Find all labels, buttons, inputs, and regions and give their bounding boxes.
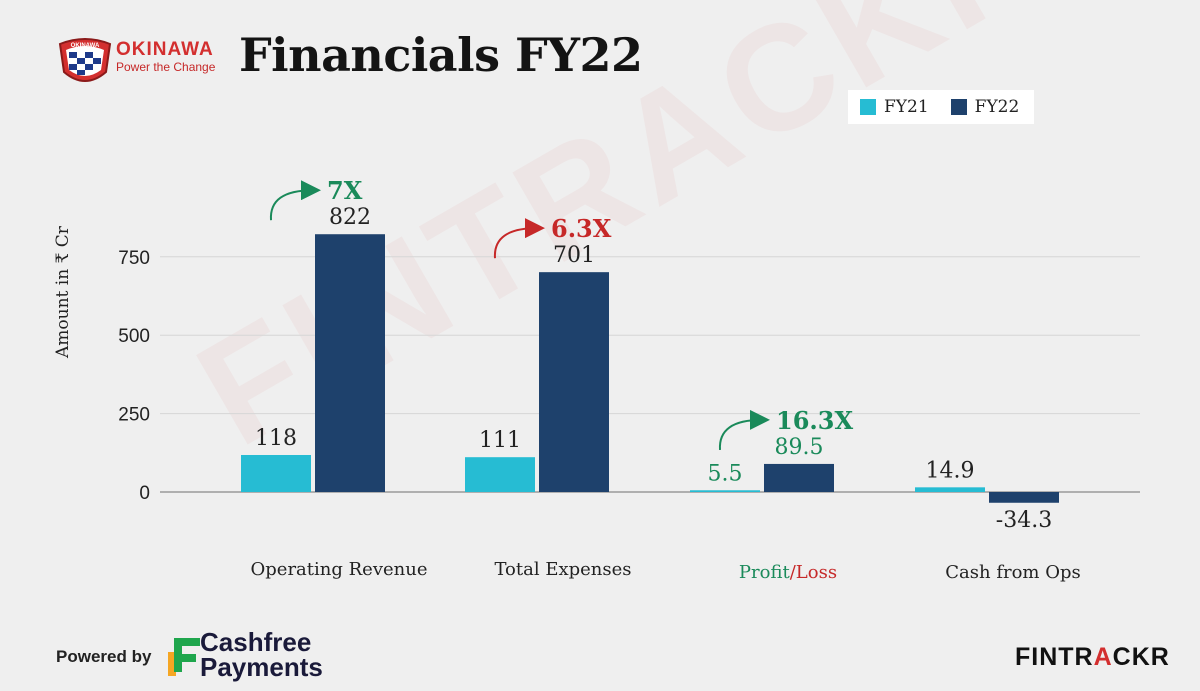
legend-swatch-fy21 (860, 99, 876, 115)
okinawa-logo: OKINAWA OKINAWA Power the Change (56, 36, 231, 86)
data-label: 822 (329, 205, 371, 230)
fintrackr-logo: FINTRACKR (1015, 643, 1170, 672)
cashfree-logo-icon (168, 638, 200, 676)
y-axis-label: Amount in ₹ Cr (53, 225, 73, 359)
y-tick-label: 250 (118, 405, 150, 426)
bar-fy21-3 (915, 487, 985, 492)
emblem-text: OKINAWA (71, 43, 100, 49)
fintrackr-part2: CKR (1112, 643, 1170, 671)
legend-item-fy21: FY21 (860, 97, 929, 117)
growth-arrow-icon (493, 218, 545, 259)
y-tick-label: 0 (139, 483, 150, 504)
data-label: 111 (479, 428, 521, 453)
growth-annotation: 7X (327, 176, 363, 205)
fintrackr-accent: A (1093, 643, 1113, 671)
cashfree-wordmark: Cashfree Payments (200, 627, 323, 682)
bar-chart: 0 250 500 750 118 111 5.5 14.9 822 701 89.5 -34.3 O… (53, 176, 1140, 583)
bar-fy22-1 (539, 272, 609, 492)
data-label: 118 (255, 426, 297, 451)
growth-annotation: 6.3X (551, 214, 612, 243)
okinawa-emblem-icon: OKINAWA (58, 38, 112, 82)
legend-label-fy21: FY21 (884, 97, 929, 117)
brand-name: OKINAWA (116, 39, 214, 60)
powered-by-label: Powered by (56, 647, 152, 666)
bar-fy22-2 (764, 463, 834, 492)
data-label: 14.9 (926, 458, 975, 483)
category-label: Profit/Loss (739, 562, 837, 583)
bar-fy21-2 (690, 490, 760, 492)
data-label: 89.5 (775, 435, 824, 460)
growth-arrow-icon (718, 409, 770, 450)
y-tick-label: 500 (118, 326, 150, 347)
bar-fy21-0 (241, 454, 311, 492)
data-label: 5.5 (708, 461, 743, 486)
brand-tagline: Power the Change (116, 60, 216, 74)
legend-swatch-fy22 (950, 99, 967, 115)
growth-annotation: 16.3X (776, 406, 853, 435)
cashfree-line1: Cashfree (200, 627, 312, 657)
legend-label-fy22: FY22 (974, 97, 1020, 117)
growth-arrow-icon (269, 180, 321, 221)
y-tick-label: 750 (118, 248, 150, 269)
cashfree-line2: Payments (200, 652, 323, 682)
data-label: -34.3 (996, 508, 1052, 533)
chart-legend: FY21 FY22 (848, 90, 1034, 124)
page-title: Financials FY22 (239, 28, 643, 82)
bar-fy22-3 (989, 492, 1059, 503)
category-label: Cash from Ops (945, 562, 1080, 583)
category-label: Total Expenses (494, 559, 631, 580)
bar-fy22-0 (315, 234, 385, 492)
fintrackr-part1: FINTR (1015, 643, 1094, 671)
category-label: Operating Revenue (251, 559, 428, 580)
legend-item-fy22: FY22 (950, 97, 1020, 117)
data-label: 701 (553, 243, 595, 268)
bar-fy21-1 (465, 457, 535, 492)
